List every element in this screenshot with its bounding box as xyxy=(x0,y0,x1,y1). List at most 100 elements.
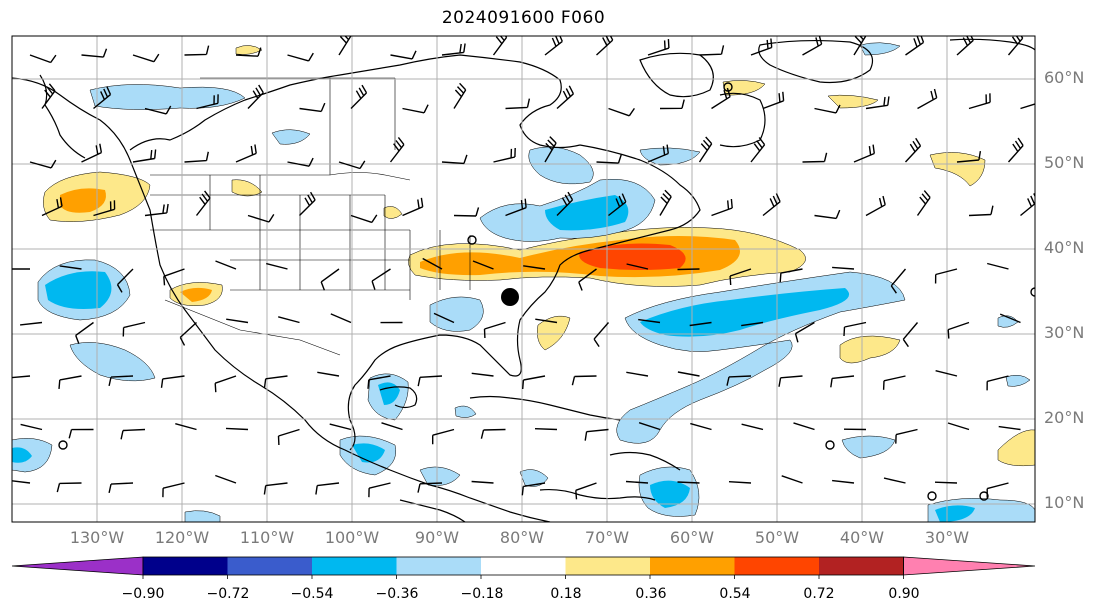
wind-barb xyxy=(659,99,685,110)
wind-barb xyxy=(986,375,1009,391)
lon-label-120w: 120°W xyxy=(154,528,210,547)
wind-barb xyxy=(999,313,1021,324)
wind-barb xyxy=(235,144,257,163)
wind-barb xyxy=(417,375,443,387)
anomaly-negative-w-atl xyxy=(454,405,477,418)
wind-barb xyxy=(556,85,575,110)
wind-barb xyxy=(647,144,669,163)
wind-barb xyxy=(371,268,391,290)
colorbar-tick-8: 0.72 xyxy=(803,586,835,602)
wind-barb xyxy=(762,91,785,110)
wind-barb xyxy=(608,193,627,217)
wind-barb xyxy=(779,268,803,283)
anomaly-positive-mexico-core xyxy=(180,287,212,302)
anomaly-positive-mw xyxy=(383,206,403,219)
wind-barb xyxy=(480,428,506,439)
colorbar-tick-9: 0.90 xyxy=(888,586,920,602)
wind-barb xyxy=(350,84,368,109)
anomaly-positive-pacific-core xyxy=(60,188,106,213)
wind-barb xyxy=(108,482,134,494)
lat-label-20n: 20°N xyxy=(1044,408,1085,427)
colorbar-segment-0 xyxy=(143,557,228,575)
wind-barb xyxy=(453,82,467,109)
wind-barb xyxy=(698,136,713,163)
wind-barb xyxy=(987,262,1009,270)
colorbar-segment-8 xyxy=(819,557,904,575)
anomaly-negative-hudson xyxy=(528,146,594,185)
wind-barb xyxy=(196,94,219,110)
wind-barb xyxy=(729,268,752,286)
wind-barb xyxy=(195,190,211,216)
anomaly-negative-nw-canada xyxy=(271,129,311,145)
wind-barb xyxy=(832,266,855,270)
lon-label-40w: 40°W xyxy=(839,528,885,547)
colorbar-segment-6 xyxy=(650,557,735,575)
wind-barb xyxy=(184,45,210,56)
wind-barb xyxy=(214,375,237,393)
wind-barb xyxy=(934,481,958,484)
wind-barb xyxy=(266,262,288,270)
admin-borders xyxy=(150,77,471,356)
wind-barb xyxy=(56,482,82,493)
colorbar-outline xyxy=(142,556,904,576)
wind-barb xyxy=(593,322,610,347)
wind-barb xyxy=(956,150,982,163)
wind-barb xyxy=(68,428,94,439)
anomaly-negative-gulf xyxy=(429,296,484,332)
colorbar-tick-3: −0.36 xyxy=(375,586,419,602)
wind-barb xyxy=(895,428,918,444)
colorbar-segment-1 xyxy=(227,557,312,575)
wind-barb xyxy=(59,265,82,270)
anomaly-negative-carib-w xyxy=(419,466,461,486)
wind-barb xyxy=(122,321,146,337)
anomaly-negative-panama xyxy=(519,469,549,487)
wind-barb xyxy=(163,268,185,286)
wind-barb xyxy=(843,321,867,337)
wind-barb xyxy=(422,257,443,270)
wind-barb xyxy=(12,375,31,379)
anomaly-positive-sargasso xyxy=(537,315,571,351)
wind-barb xyxy=(677,371,700,377)
wind-barb xyxy=(20,423,43,431)
lon-label-90w: 90°W xyxy=(414,528,460,547)
wind-barb xyxy=(483,321,506,339)
wind-barb xyxy=(544,136,557,163)
wind-barb xyxy=(263,375,288,388)
colorbar-segments xyxy=(11,556,1036,579)
wind-barb xyxy=(389,136,405,163)
wind-barb xyxy=(522,375,546,390)
lat-label-60n: 60°N xyxy=(1044,68,1085,87)
wind-barb xyxy=(368,482,391,498)
wind-barb xyxy=(225,427,249,431)
wind-barb xyxy=(320,268,340,291)
wind-barb xyxy=(81,143,103,163)
lon-label-130w: 130°W xyxy=(69,528,125,547)
anomaly-positive-canada-w xyxy=(231,179,263,197)
wind-barb xyxy=(402,104,429,114)
wind-barb xyxy=(330,313,352,324)
anomaly-positive-ne-atl xyxy=(997,429,1035,467)
colorbar-tick-7: 0.54 xyxy=(719,586,751,602)
colorbar-segment-7 xyxy=(734,557,819,575)
wind-barb xyxy=(556,191,574,216)
anomaly-positive-alaska xyxy=(235,45,263,55)
wind-barb xyxy=(12,480,31,484)
wind-barb xyxy=(802,36,823,56)
lon-label-100w: 100°W xyxy=(324,528,380,547)
wind-barb xyxy=(299,102,326,113)
wind-barb xyxy=(762,193,781,217)
wind-barb xyxy=(175,423,197,431)
calm-wind-circles xyxy=(58,82,1035,501)
wind-barb xyxy=(917,88,938,110)
wind-barb xyxy=(726,375,752,386)
wind-barb xyxy=(905,36,925,56)
wind-barb xyxy=(505,198,527,217)
wind-barb xyxy=(93,200,116,217)
wind-barb xyxy=(853,144,875,163)
lat-label-30n: 30°N xyxy=(1044,323,1085,342)
wind-barb xyxy=(215,474,237,484)
wind-barb xyxy=(184,151,209,163)
anomaly-positive-labrador xyxy=(827,94,879,109)
wind-barb xyxy=(277,428,300,446)
wind-barb xyxy=(317,371,340,377)
